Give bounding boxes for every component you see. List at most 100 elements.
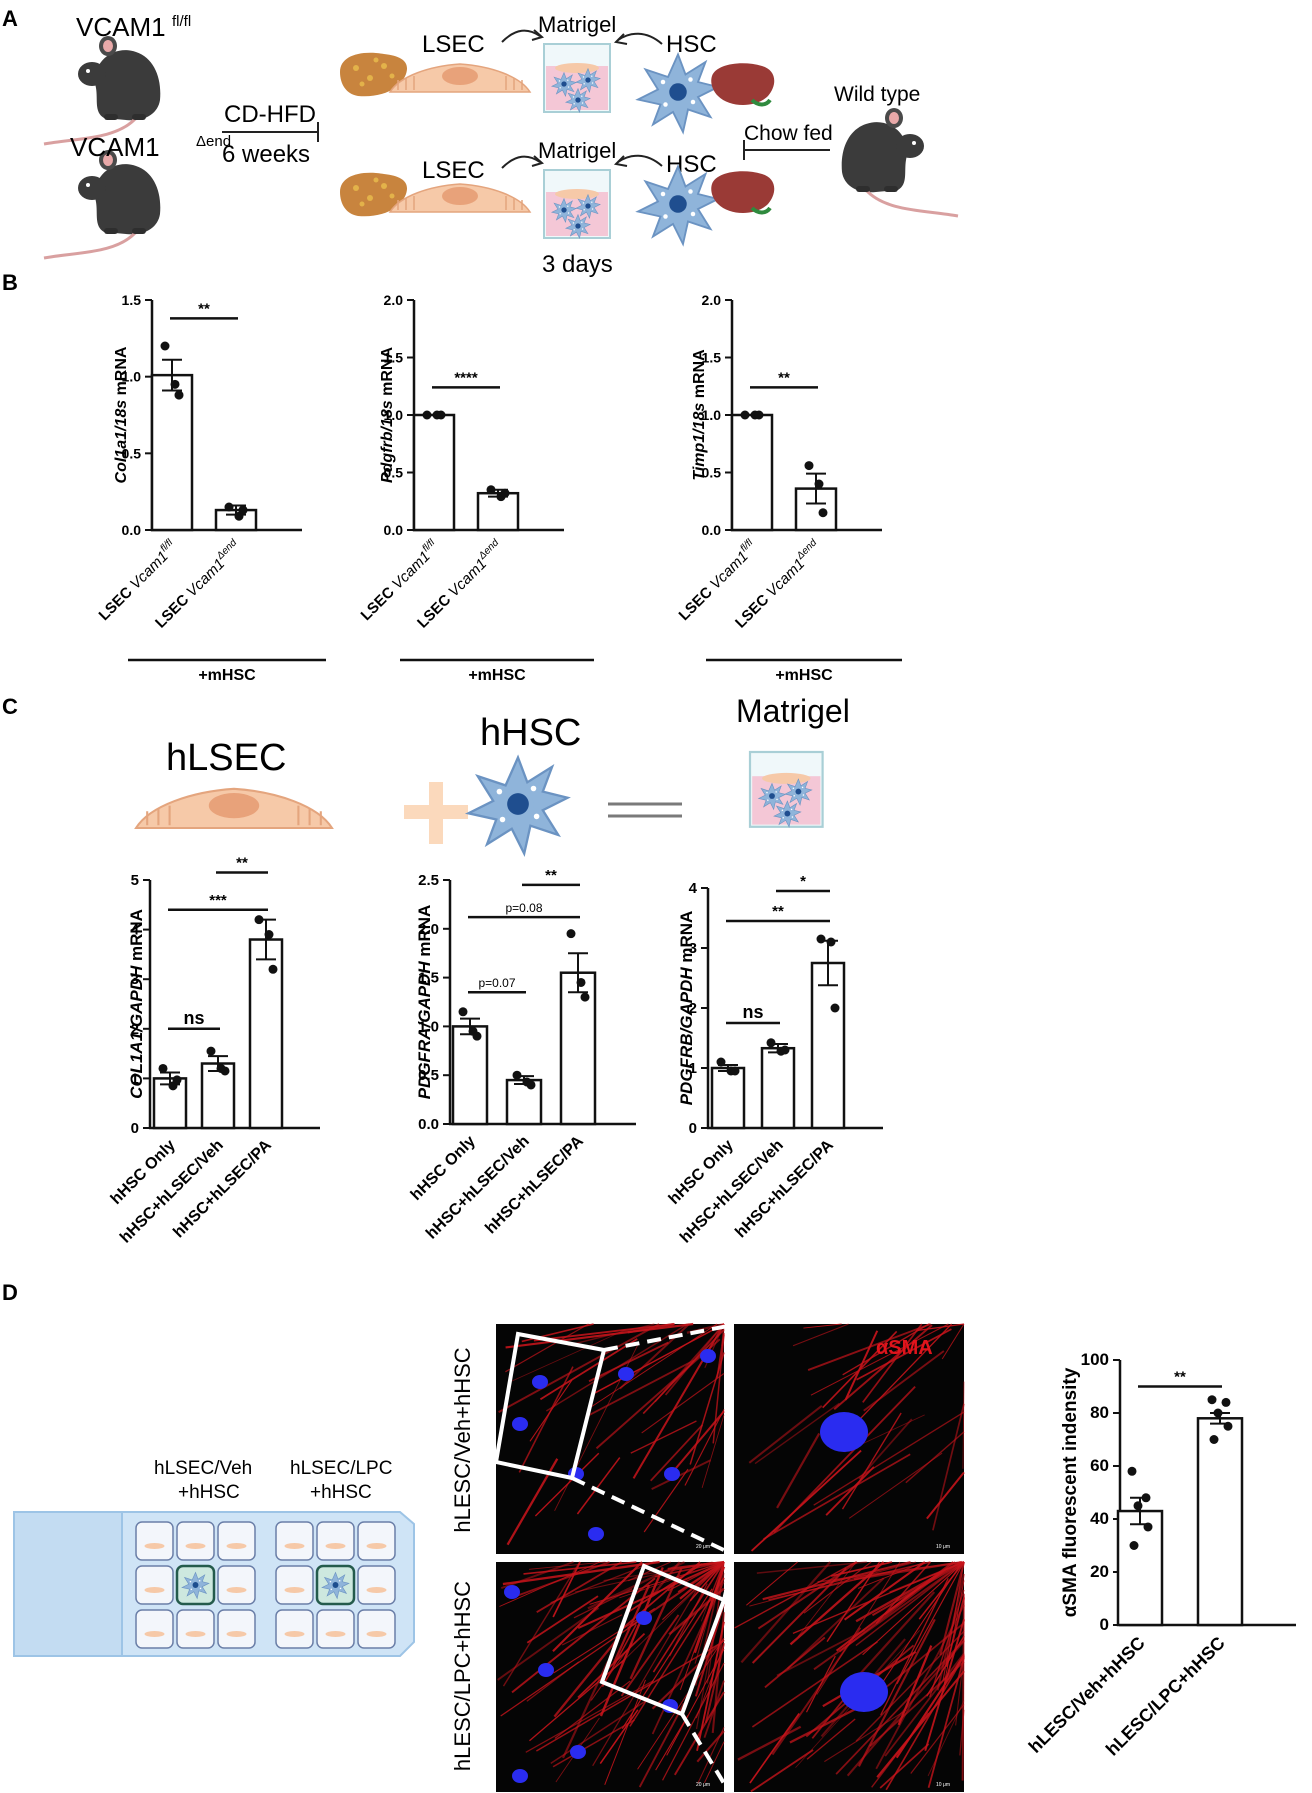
data-point <box>500 488 510 498</box>
group-label: +mHSC <box>775 667 833 684</box>
lsec-cell-icon <box>366 1543 387 1549</box>
equals-icon <box>608 802 682 818</box>
y-tick-label: 0.0 <box>122 522 142 538</box>
y-tick-label: 1.0 <box>702 407 722 423</box>
y-tick-label: 20 <box>1090 1562 1109 1581</box>
group2-label: hLSEC/LPC <box>290 1458 392 1479</box>
genotype-dend-sup: Δend <box>196 133 231 150</box>
y-tick-label: 1.0 <box>122 369 142 385</box>
panel-c-schematic: hLSEC hHSC Matrigel <box>134 693 850 855</box>
mouse-icon <box>42 34 162 146</box>
data-point <box>158 1063 168 1073</box>
culture-well <box>176 1521 215 1561</box>
y-tick-label: 1.0 <box>384 407 404 423</box>
data-point <box>1209 1435 1219 1444</box>
group-label: +mHSC <box>468 667 526 684</box>
significance-label: p=0.08 <box>505 901 542 915</box>
y-tick-label: 1 <box>689 1060 697 1077</box>
matrigel-well-icon <box>544 44 610 112</box>
lsec-label: LSEC <box>422 157 485 184</box>
nucleus <box>588 1527 604 1541</box>
panel-label-c: C <box>2 694 18 719</box>
y-tick-label: 0 <box>1100 1615 1109 1634</box>
y-tick-label: 2 <box>689 1000 697 1017</box>
x-category-label: hHSC+hLSEC/Veh <box>423 1133 533 1243</box>
lsec-label: LSEC <box>422 31 485 58</box>
row-label: hLESC/LPC+hHSC <box>450 1581 475 1771</box>
y-tick-label: 0.0 <box>418 1116 439 1133</box>
data-point <box>766 1038 776 1048</box>
data-point <box>238 505 248 515</box>
y-tick-label: 60 <box>1090 1456 1109 1475</box>
hsc-label: HSC <box>666 31 717 58</box>
scale-bar-label: 20 μm <box>696 1782 710 1788</box>
mouse-icon <box>42 148 162 260</box>
data-point <box>224 502 234 512</box>
data-point <box>1141 1493 1151 1503</box>
culture-well <box>217 1521 256 1561</box>
lsec-cell-icon <box>144 1587 165 1593</box>
liver-icon <box>709 61 777 107</box>
data-point <box>716 1057 726 1067</box>
culture-well <box>357 1521 396 1561</box>
micrograph-image <box>748 1323 965 1552</box>
y-tick-label: 1.5 <box>384 350 404 366</box>
micrograph-panel: αSMA 20 μm 10 μm 20 μm 10 μm hLESC/Veh+h… <box>450 1322 966 1793</box>
data-point <box>730 1066 740 1076</box>
panel-label-d: D <box>2 1280 18 1305</box>
significance-label: ** <box>1174 1369 1186 1386</box>
zoom-guide <box>680 1712 730 1792</box>
row-label: hLESC/Veh+hHSC <box>450 1347 475 1532</box>
y-axis-label: αSMA fluorescent indensity <box>1060 1367 1081 1617</box>
data-point <box>1127 1466 1137 1476</box>
matrigel-well-icon <box>544 170 610 238</box>
bar <box>1116 1509 1164 1627</box>
y-tick-label: 2.0 <box>702 292 722 308</box>
hhsc-label: hHSC <box>480 712 581 754</box>
genotype-flox-label: VCAM1 <box>76 12 166 42</box>
y-axis-label: COL1A1/GAPDH mRNA <box>127 909 146 1099</box>
data-point <box>206 1046 216 1056</box>
culture-well <box>357 1565 396 1605</box>
panel-label-a: A <box>2 6 18 31</box>
nucleus <box>636 1611 652 1625</box>
bar <box>559 971 597 1126</box>
culture-well <box>217 1565 256 1605</box>
nucleus <box>820 1412 868 1452</box>
data-point <box>1207 1395 1217 1405</box>
culture-well <box>316 1521 355 1561</box>
significance-label: ** <box>778 369 790 386</box>
lsec-cell-icon <box>226 1631 247 1637</box>
plus-icon <box>404 782 468 844</box>
lsec-cell-icon <box>185 1543 206 1549</box>
lsec-cell-icon <box>284 1543 305 1549</box>
y-tick-label: 0.5 <box>384 465 404 481</box>
y-tick-label: 1 <box>131 1070 139 1087</box>
data-point <box>804 461 814 471</box>
mouse-icon <box>840 106 960 218</box>
bar <box>200 1062 236 1130</box>
stain-label: αSMA <box>876 1337 933 1359</box>
data-point <box>1221 1397 1231 1407</box>
data-point <box>818 508 828 518</box>
x-category-label: hHSC+hLSEC/PA <box>732 1136 837 1241</box>
data-point <box>1213 1408 1223 1418</box>
culture-well <box>176 1609 215 1649</box>
bar <box>760 1046 796 1130</box>
bar <box>1196 1417 1244 1627</box>
data-point <box>472 1031 482 1041</box>
genotype-flox-sup: fl/fl <box>172 13 191 30</box>
significance-label: ** <box>198 300 210 317</box>
y-tick-label: 2.0 <box>418 921 439 938</box>
bar <box>150 373 194 532</box>
bar <box>451 1025 489 1126</box>
culture-well <box>217 1609 256 1649</box>
culture-well <box>135 1565 174 1605</box>
y-tick-label: 100 <box>1081 1350 1109 1369</box>
nucleus <box>570 1745 586 1759</box>
culture-well <box>275 1521 314 1561</box>
data-point <box>512 1070 522 1080</box>
